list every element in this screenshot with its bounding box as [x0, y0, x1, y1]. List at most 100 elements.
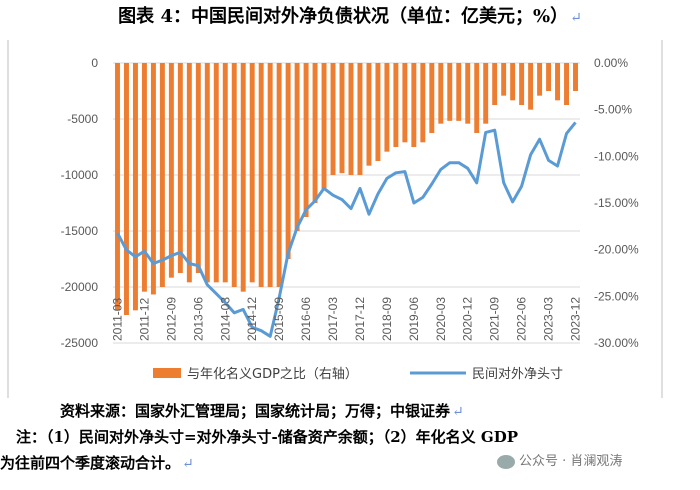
legend-bar-label: 与年化名义GDP之比（右轴） [187, 366, 358, 382]
left-axis-tick-label: -20000 [61, 280, 99, 294]
figure-title: 图表 4：中国民间对外净负债状况（单位：亿美元；%） ↵ [0, 2, 700, 28]
bar [357, 63, 363, 175]
bar [115, 63, 120, 311]
legend-bar-swatch [153, 368, 181, 378]
bar [555, 63, 561, 101]
x-tick-label: 2011-03 [110, 298, 124, 341]
right-axis-tick-label: -10.00% [594, 149, 639, 163]
bar [510, 63, 516, 101]
bar [285, 63, 291, 259]
bar [348, 63, 354, 175]
line-series [116, 121, 577, 338]
bar [546, 63, 552, 91]
bar [222, 63, 228, 283]
bar [501, 63, 507, 96]
right-axis-tick-label: -25.00% [594, 289, 639, 303]
note-line-1-text: 注：（1）民间对外净头寸=对外净头寸-储备资产余额；（2）年化名义 GDP [16, 428, 518, 446]
bar [276, 63, 282, 287]
bar [519, 63, 525, 105]
return-mark-icon: ↵ [570, 10, 582, 26]
bar [411, 63, 417, 147]
bar [384, 63, 390, 152]
bar [195, 63, 201, 273]
left-axis-tick-label: 0 [91, 56, 98, 70]
chart: -25000 -20000 -15000 -10000 -5000 0 -30.00% -25… [7, 40, 663, 398]
x-tick-label: 2012-09 [164, 297, 178, 341]
bar [564, 63, 569, 105]
bar [375, 63, 381, 161]
bar [456, 63, 462, 121]
right-axis-tick-label: -20.00% [594, 243, 639, 257]
x-tick-label: 2018-09 [380, 297, 394, 341]
right-axis-tick-label: -30.00% [594, 336, 639, 350]
bar [573, 63, 578, 91]
bar [150, 63, 156, 295]
note-line-2: 为往前四个季度滚动合计。 ↵ [0, 452, 194, 473]
bar [186, 63, 192, 283]
watermark: 公众号 · 肖澜观涛 [497, 450, 622, 469]
bar [321, 63, 327, 189]
wechat-icon [497, 454, 515, 469]
bar [438, 63, 444, 124]
return-mark-icon: ↵ [182, 456, 194, 472]
bar [393, 63, 399, 147]
right-axis-tick-label: -15.00% [594, 196, 639, 210]
bar [312, 63, 318, 203]
bar [474, 63, 480, 133]
note-line-1: 注：（1）民间对外净头寸=对外净头寸-储备资产余额；（2）年化名义 GDP [16, 426, 518, 447]
x-tick-label: 2020-03 [434, 297, 448, 341]
left-axis-tick-label: -15000 [61, 224, 99, 238]
bar [132, 63, 138, 311]
bar [177, 63, 183, 273]
x-tick-label: 2023-03 [542, 297, 556, 341]
bar [213, 63, 219, 283]
x-tick-label: 2016-06 [299, 297, 313, 341]
bar [429, 63, 435, 133]
bar [231, 63, 237, 287]
bar [240, 63, 246, 292]
source-note: 资料来源：国家外汇管理局；国家统计局；万得；中银证券 ↵ [60, 400, 464, 421]
bar [465, 63, 471, 124]
left-axis-tick-label: -25000 [61, 336, 99, 350]
figure-title-text: 图表 4：中国民间对外净负债状况（单位：亿美元；%） [118, 6, 569, 27]
right-axis-tick-label: -5.00% [594, 103, 632, 117]
bar [168, 63, 174, 278]
bar [537, 63, 543, 96]
x-tick-label: 2022-06 [515, 297, 529, 341]
bar [402, 63, 408, 143]
note-line-2-text: 为往前四个季度滚动合计。 [0, 454, 181, 472]
bar [339, 63, 345, 174]
bar [294, 63, 300, 231]
bar [124, 63, 129, 315]
bar [366, 63, 372, 166]
right-axis-tick-label: 0.00% [594, 56, 628, 70]
bar [492, 63, 498, 105]
left-axis-tick-label: -5000 [67, 112, 98, 126]
bar [159, 63, 165, 287]
bar [330, 63, 336, 175]
source-text: 资料来源：国家外汇管理局；国家统计局；万得；中银证券 [60, 402, 451, 420]
return-mark-icon: ↵ [452, 404, 464, 420]
x-tick-label: 2011-12 [137, 298, 151, 341]
bar [483, 63, 489, 124]
bar [528, 63, 534, 110]
x-tick-label: 2014-12 [245, 297, 259, 341]
bar [447, 63, 453, 121]
x-tick-label: 2020-12 [461, 297, 475, 341]
watermark-text: 公众号 · 肖澜观涛 [519, 454, 623, 469]
x-tick-label: 2017-03 [326, 297, 340, 341]
x-tick-label: 2021-09 [488, 297, 502, 341]
bar [267, 63, 273, 287]
x-tick-label: 2013-06 [191, 297, 205, 341]
bar [204, 63, 210, 283]
bar [303, 63, 309, 217]
x-tick-label: 2014-03 [218, 297, 232, 341]
x-tick-label: 2019-06 [407, 297, 421, 341]
legend-line-label: 民间对外净头寸 [472, 367, 563, 382]
bar [141, 63, 147, 292]
bar [258, 63, 264, 287]
bar [420, 63, 426, 143]
x-tick-label: 2017-12 [353, 297, 367, 341]
bar [249, 63, 255, 283]
x-tick-label: 2023-12 [569, 297, 583, 341]
